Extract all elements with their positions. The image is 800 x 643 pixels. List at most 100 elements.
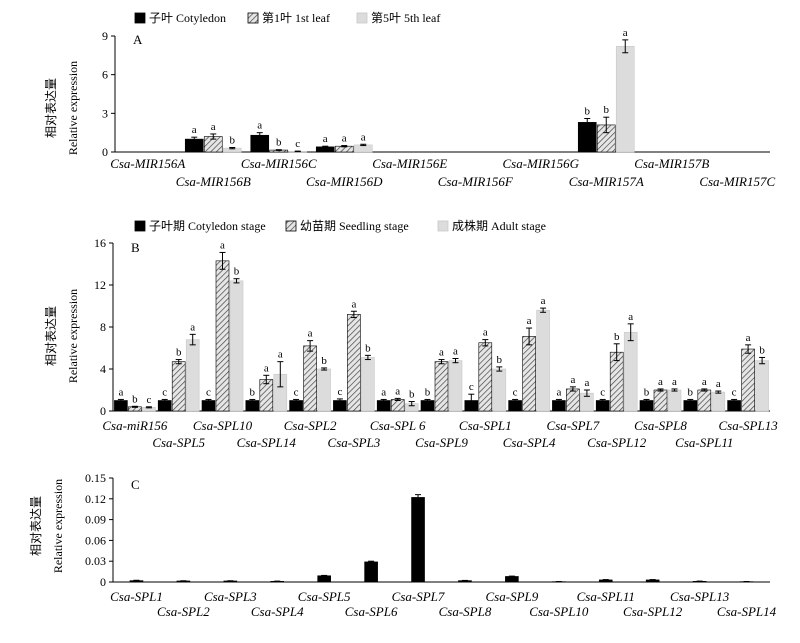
- panel-a: 0 3 6 9 相对表达量 Relative expression A 子叶 Cotyledo…: [44, 11, 775, 189]
- y-axis-label-en: Relative expression: [66, 289, 80, 383]
- category-label: Csa-MIR156A: [110, 156, 185, 171]
- y-axis-label-cn: 相对表达量: [44, 306, 58, 366]
- bar-csa-spl5-s1: [317, 575, 331, 583]
- y-tick-label: 0: [100, 404, 106, 418]
- legend-swatch: [134, 12, 146, 24]
- y-tick-label: 9: [102, 29, 108, 43]
- category-label: Csa-MIR156G: [502, 156, 579, 171]
- bar-csa-spl8-s3: [667, 389, 682, 412]
- y-tick-label: 0.15: [85, 471, 106, 485]
- bar-csa-spl10-s2: [215, 260, 230, 412]
- significance-label: b: [759, 344, 765, 356]
- bar-csa-spl7-s1: [411, 497, 425, 583]
- significance-label: b: [132, 393, 138, 405]
- significance-label: c: [732, 386, 737, 398]
- bar-csa-spl4-s1: [508, 400, 522, 412]
- bar-csa-mir156-s1: [114, 400, 128, 412]
- category-label: Csa-SPL4: [251, 604, 304, 619]
- panel-label: A: [133, 32, 143, 47]
- significance-label: a: [323, 133, 328, 145]
- bar-csa-spl3-s3: [361, 357, 375, 412]
- bar-csa-spl9-s1: [420, 400, 435, 412]
- category-label: Csa-SPL14: [717, 604, 777, 619]
- y-tick-label: 12: [94, 278, 106, 292]
- legend-entry: 成株期 Adult stage: [452, 218, 546, 233]
- significance-label: a: [308, 328, 313, 340]
- significance-label: a: [672, 376, 677, 388]
- legend-swatch: [437, 220, 449, 232]
- significance-label: b: [365, 342, 371, 354]
- bar-csa-spl5-s3: [185, 339, 200, 412]
- significance-label: a: [361, 131, 366, 143]
- y-axis-label-en: Relative expression: [51, 479, 65, 573]
- bar-csa-spl3-s2: [347, 314, 361, 412]
- y-axis-label-cn: 相对表达量: [29, 496, 43, 556]
- category-label: Csa-SPL11: [675, 435, 733, 450]
- significance-label: c: [469, 381, 474, 393]
- significance-label: c: [206, 386, 211, 398]
- legend-entry: 幼苗期 Seedling stage: [300, 219, 409, 233]
- bar-csa-spl7-s1: [552, 400, 566, 412]
- bar-csa-spl7-s2: [566, 388, 580, 412]
- significance-label: a: [381, 386, 386, 398]
- y-tick-label: 4: [100, 362, 106, 376]
- significance-label: b: [409, 389, 415, 401]
- significance-label: a: [190, 321, 195, 333]
- bar-csa-spl13-s3: [755, 360, 769, 412]
- significance-label: c: [162, 386, 167, 398]
- legend-swatch: [285, 220, 297, 232]
- bar-csa-spl2-s1: [289, 400, 303, 412]
- bar-csa-mir157a-s3: [615, 46, 635, 153]
- significance-label: c: [146, 394, 151, 406]
- bar-csa-spl11-s2: [697, 389, 712, 412]
- y-axis-label-cn: 相对表达量: [44, 78, 58, 138]
- bar-csa-spl9-s3: [448, 360, 463, 412]
- bar-csa-spl2-s3: [317, 368, 331, 412]
- bar-csa-spl8-s2: [653, 389, 668, 412]
- significance-label: b: [604, 104, 610, 116]
- significance-label: b: [230, 134, 236, 146]
- category-label: Csa-SPL5: [152, 435, 205, 450]
- category-label: Csa-SPL6: [345, 604, 398, 619]
- significance-label: a: [118, 386, 123, 398]
- significance-label: a: [278, 349, 283, 361]
- y-tick-label: 8: [100, 320, 106, 334]
- y-tick-label: 0: [102, 145, 108, 159]
- significance-label: a: [351, 298, 356, 310]
- category-label: Csa-MIR156B: [176, 174, 251, 189]
- bar-csa-spl6-s1: [364, 561, 378, 583]
- significance-label: b: [688, 386, 694, 398]
- category-label: Csa-MIR156C: [241, 156, 317, 171]
- category-label: Csa-SPL13: [670, 589, 730, 604]
- y-tick-label: 6: [102, 68, 108, 82]
- category-label: Csa-SPL3: [204, 589, 257, 604]
- significance-label: b: [250, 386, 256, 398]
- legend-entry: 第1叶 1st leaf: [262, 11, 330, 25]
- significance-label: b: [497, 354, 503, 366]
- bar-csa-spl2-s2: [303, 345, 317, 412]
- significance-label: a: [192, 124, 197, 136]
- bar-csa-spl11-s3: [711, 391, 726, 412]
- bar-csa-spl4-s3: [536, 309, 550, 412]
- significance-label: a: [746, 332, 751, 344]
- category-label: Csa-SPL 6: [370, 418, 426, 433]
- legend-entry: 子叶期 Cotyledon stage: [149, 219, 266, 233]
- significance-label: a: [264, 362, 269, 374]
- category-label: Csa-SPL4: [503, 435, 556, 450]
- panel-label: B: [131, 240, 140, 255]
- significance-label: b: [614, 331, 620, 343]
- legend-entry: 第5叶 5th leaf: [371, 11, 440, 25]
- significance-label: c: [337, 386, 342, 398]
- significance-label: a: [527, 315, 532, 327]
- significance-label: a: [220, 239, 225, 251]
- significance-label: a: [453, 346, 458, 358]
- category-label: Csa-SPL1: [110, 589, 163, 604]
- category-label: Csa-SPL10: [529, 604, 589, 619]
- significance-label: a: [570, 374, 575, 386]
- significance-label: a: [716, 378, 721, 390]
- legend-swatch: [247, 12, 259, 24]
- significance-label: b: [321, 355, 327, 367]
- bar-csa-spl10-s1: [201, 400, 216, 412]
- category-label: Csa-miR156: [102, 418, 168, 433]
- category-label: Csa-SPL8: [439, 604, 492, 619]
